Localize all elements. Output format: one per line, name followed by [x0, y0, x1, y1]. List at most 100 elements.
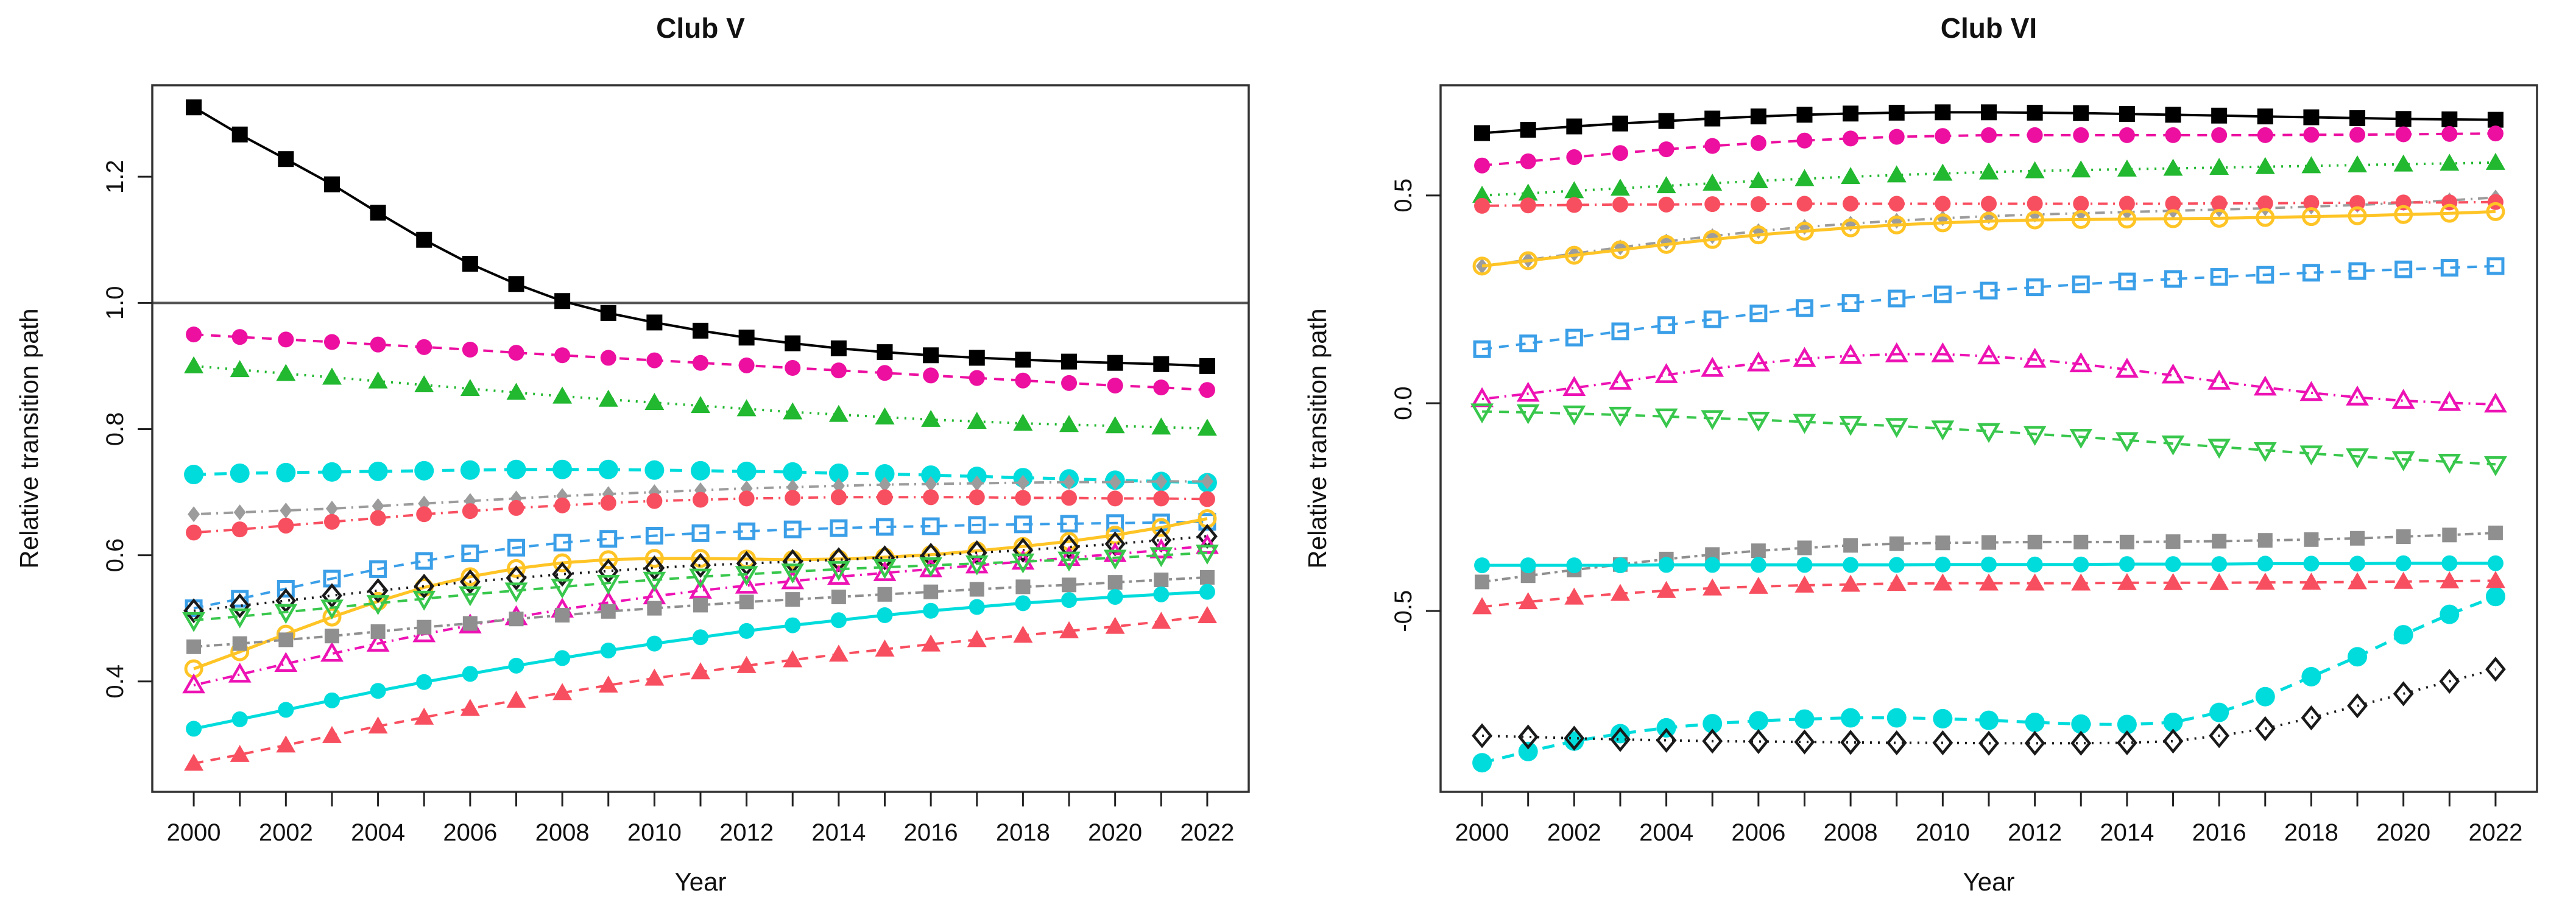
- x-tick-label: 2006: [443, 819, 497, 846]
- marker-filled-triangle: [414, 707, 434, 725]
- marker-filled-diamond: [1201, 473, 1213, 490]
- marker-filled-triangle: [2163, 573, 2183, 590]
- marker-open-square: [1795, 299, 1813, 317]
- marker-filled-circle: [1474, 197, 1491, 214]
- marker-filled-circle: [646, 493, 663, 509]
- series-line: [1481, 594, 2496, 764]
- marker-filled-diamond: [1568, 245, 1581, 262]
- marker-open-triangle-down: [1057, 551, 1081, 572]
- marker-open-square: [830, 519, 848, 537]
- marker-filled-triangle: [2071, 160, 2091, 178]
- marker-filled-square: [1015, 351, 1031, 368]
- marker-open-triangle-down: [1931, 420, 1955, 441]
- marker-open-triangle-up: [2207, 370, 2231, 390]
- marker-open-diamond: [506, 565, 527, 591]
- series-line: [193, 545, 1208, 686]
- marker-open-diamond: [1012, 537, 1034, 563]
- marker-filled-square: [1935, 535, 1950, 551]
- marker-filled-circle: [186, 524, 202, 541]
- marker-filled-circle: [693, 492, 708, 508]
- marker-filled-circle: [184, 465, 204, 485]
- marker-filled-circle: [1474, 557, 1491, 574]
- marker-filled-square: [2487, 111, 2504, 128]
- marker-filled-circle: [1472, 753, 1492, 773]
- marker-filled-circle: [2257, 195, 2273, 211]
- x-tick-label: 2000: [167, 819, 221, 846]
- series-green-open-down-triangle: [1470, 403, 2507, 476]
- marker-open-circle: [2348, 206, 2367, 225]
- marker-filled-triangle: [276, 364, 296, 381]
- x-axis-title: Year: [675, 867, 727, 896]
- marker-open-diamond: [552, 562, 573, 587]
- marker-filled-triangle: [2209, 158, 2229, 175]
- chart-panel-club-vi: Club VI Year Relative transition path 20…: [1288, 0, 2576, 907]
- marker-filled-circle: [2027, 127, 2043, 143]
- marker-filled-circle: [230, 463, 250, 483]
- marker-open-diamond: [229, 593, 250, 618]
- marker-filled-circle: [1843, 196, 1859, 212]
- marker-filled-triangle: [691, 662, 710, 680]
- marker-filled-circle: [877, 489, 893, 506]
- marker-filled-circle: [1841, 708, 1861, 728]
- marker-filled-circle: [2257, 556, 2273, 572]
- marker-filled-circle: [322, 462, 342, 482]
- marker-filled-triangle: [368, 371, 388, 389]
- marker-filled-triangle: [875, 639, 895, 657]
- y-tick-label: 0.4: [102, 665, 129, 699]
- marker-filled-square: [1062, 577, 1077, 593]
- y-tick-label: -0.5: [1390, 590, 1417, 632]
- marker-open-square: [645, 527, 663, 545]
- plot-box: [151, 84, 1250, 793]
- marker-filled-square: [2442, 527, 2457, 543]
- marker-open-square: [231, 590, 249, 608]
- marker-filled-diamond: [325, 500, 338, 517]
- marker-filled-triangle: [1059, 621, 1079, 638]
- marker-open-square: [1703, 310, 1721, 328]
- marker-filled-circle: [2119, 196, 2135, 212]
- marker-filled-triangle: [1933, 573, 1953, 591]
- marker-filled-triangle: [1472, 597, 1492, 615]
- marker-filled-triangle: [2348, 155, 2368, 173]
- marker-open-triangle-down: [228, 608, 252, 629]
- marker-filled-triangle: [1105, 416, 1125, 434]
- marker-filled-circle: [1015, 595, 1031, 612]
- marker-filled-diamond: [1109, 474, 1121, 490]
- marker-filled-circle: [1153, 379, 1170, 396]
- marker-filled-circle: [2303, 127, 2320, 143]
- marker-filled-diamond: [970, 475, 983, 492]
- marker-filled-circle: [2303, 556, 2320, 572]
- marker-filled-circle: [2119, 127, 2135, 143]
- x-tick-label: 2022: [1180, 819, 1234, 846]
- marker-filled-triangle: [1656, 580, 1676, 598]
- marker-filled-circle: [2165, 196, 2181, 212]
- marker-filled-square: [2073, 105, 2089, 121]
- marker-open-square: [1106, 514, 1124, 532]
- marker-filled-triangle: [1610, 584, 1630, 601]
- marker-open-diamond: [183, 598, 204, 624]
- marker-filled-circle: [1107, 490, 1123, 507]
- marker-filled-square: [509, 612, 524, 627]
- marker-filled-diamond: [1063, 474, 1076, 490]
- marker-filled-circle: [416, 674, 432, 690]
- marker-filled-square: [1154, 573, 1169, 587]
- marker-filled-circle: [1704, 557, 1721, 573]
- marker-filled-triangle: [460, 699, 480, 716]
- marker-filled-circle: [1566, 197, 1583, 213]
- series-green-filled-triangle: [184, 356, 1217, 436]
- marker-open-triangle-down: [2391, 451, 2415, 471]
- marker-open-triangle-up: [274, 652, 298, 672]
- marker-open-square: [1014, 515, 1032, 534]
- marker-filled-square: [969, 582, 984, 597]
- x-tick-label: 2012: [719, 819, 774, 846]
- marker-filled-triangle: [644, 668, 665, 686]
- marker-open-triangle-down: [1609, 406, 1632, 427]
- marker-filled-circle: [2209, 702, 2229, 722]
- marker-open-diamond: [1840, 730, 1861, 755]
- marker-filled-circle: [186, 326, 202, 343]
- marker-open-square: [2026, 278, 2044, 297]
- marker-filled-triangle: [276, 735, 296, 753]
- marker-open-square: [2072, 275, 2090, 294]
- marker-filled-circle: [552, 459, 573, 479]
- marker-open-diamond: [1564, 725, 1585, 751]
- marker-filled-triangle: [1610, 178, 1630, 196]
